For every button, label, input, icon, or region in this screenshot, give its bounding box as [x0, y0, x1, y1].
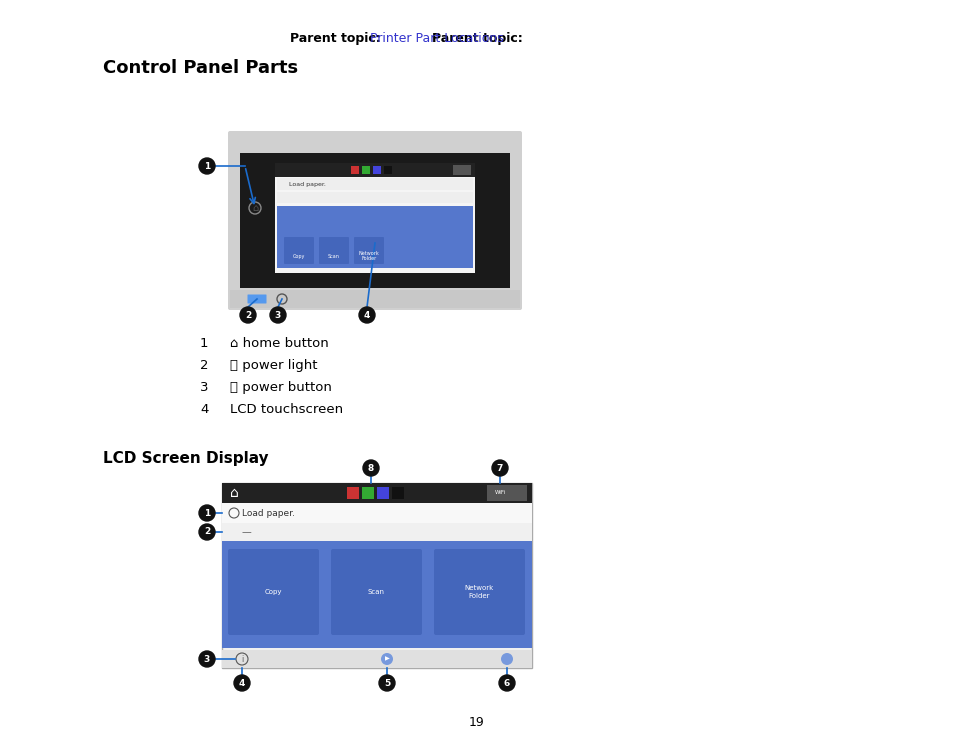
Text: ⌂ home button: ⌂ home button	[230, 337, 329, 350]
Text: 2: 2	[204, 528, 210, 537]
FancyBboxPatch shape	[453, 165, 471, 175]
Text: WiFi: WiFi	[494, 491, 505, 495]
Text: Load paper.: Load paper.	[289, 182, 326, 187]
Text: Control Panel Parts: Control Panel Parts	[103, 59, 297, 77]
Text: 3: 3	[204, 655, 210, 663]
Text: 4: 4	[200, 402, 208, 415]
Text: LCD Screen Display: LCD Screen Display	[103, 450, 269, 466]
FancyBboxPatch shape	[361, 487, 374, 499]
Circle shape	[270, 307, 286, 323]
Text: ⏻ power button: ⏻ power button	[230, 381, 332, 393]
FancyBboxPatch shape	[222, 650, 532, 668]
FancyBboxPatch shape	[361, 166, 370, 174]
FancyBboxPatch shape	[276, 192, 473, 203]
FancyBboxPatch shape	[274, 163, 475, 177]
Circle shape	[380, 653, 393, 665]
Circle shape	[358, 307, 375, 323]
FancyBboxPatch shape	[354, 237, 384, 264]
Text: Parent topic:: Parent topic:	[431, 32, 522, 44]
Text: ⌂: ⌂	[252, 203, 258, 213]
Circle shape	[199, 158, 214, 174]
Circle shape	[378, 675, 395, 691]
Circle shape	[492, 460, 507, 476]
FancyBboxPatch shape	[276, 178, 473, 190]
FancyBboxPatch shape	[222, 523, 532, 541]
FancyBboxPatch shape	[247, 294, 266, 303]
Text: 19: 19	[469, 717, 484, 729]
FancyBboxPatch shape	[228, 549, 318, 635]
FancyBboxPatch shape	[240, 153, 510, 288]
Text: 1: 1	[204, 162, 210, 170]
Text: 4: 4	[238, 678, 245, 688]
FancyBboxPatch shape	[384, 166, 392, 174]
FancyBboxPatch shape	[228, 131, 521, 310]
FancyBboxPatch shape	[486, 485, 526, 501]
Text: 3: 3	[274, 311, 281, 320]
Text: Network
Folder: Network Folder	[464, 585, 493, 599]
FancyBboxPatch shape	[434, 549, 524, 635]
FancyBboxPatch shape	[392, 487, 403, 499]
FancyBboxPatch shape	[222, 541, 532, 648]
Text: 5: 5	[383, 678, 390, 688]
Text: ⌂: ⌂	[230, 486, 238, 500]
Text: Parent topic:: Parent topic:	[290, 32, 380, 44]
FancyBboxPatch shape	[276, 206, 473, 268]
Circle shape	[233, 675, 250, 691]
Circle shape	[199, 524, 214, 540]
FancyBboxPatch shape	[230, 290, 519, 308]
Text: 2: 2	[200, 359, 209, 371]
Text: 8: 8	[368, 463, 374, 472]
Text: 3: 3	[200, 381, 209, 393]
Text: ⏻ power light: ⏻ power light	[230, 359, 317, 371]
Text: Scan: Scan	[328, 253, 339, 258]
Text: Scan: Scan	[367, 589, 384, 595]
FancyBboxPatch shape	[274, 163, 475, 273]
Text: 1: 1	[204, 508, 210, 517]
Text: —: —	[242, 527, 252, 537]
Text: ▶: ▶	[384, 657, 389, 661]
Text: 7: 7	[497, 463, 502, 472]
Text: Network
Folder: Network Folder	[358, 251, 379, 261]
FancyBboxPatch shape	[351, 166, 358, 174]
FancyBboxPatch shape	[376, 487, 389, 499]
FancyBboxPatch shape	[347, 487, 358, 499]
Circle shape	[500, 653, 513, 665]
Circle shape	[498, 675, 515, 691]
FancyBboxPatch shape	[331, 549, 421, 635]
Text: Copy: Copy	[264, 589, 281, 595]
Text: i: i	[240, 655, 243, 663]
Text: 1: 1	[200, 337, 209, 350]
Text: LCD touchscreen: LCD touchscreen	[230, 402, 343, 415]
Text: 6: 6	[503, 678, 510, 688]
Text: Load paper.: Load paper.	[242, 508, 294, 517]
FancyBboxPatch shape	[222, 483, 532, 503]
Text: Copy: Copy	[293, 253, 305, 258]
FancyBboxPatch shape	[373, 166, 380, 174]
FancyBboxPatch shape	[284, 237, 314, 264]
FancyBboxPatch shape	[318, 237, 349, 264]
Text: 4: 4	[363, 311, 370, 320]
Circle shape	[199, 651, 214, 667]
Circle shape	[199, 505, 214, 521]
FancyBboxPatch shape	[222, 503, 532, 523]
FancyBboxPatch shape	[222, 483, 532, 668]
Circle shape	[363, 460, 378, 476]
Circle shape	[240, 307, 255, 323]
Text: Printer Part Locations: Printer Part Locations	[370, 32, 503, 44]
Text: 2: 2	[245, 311, 251, 320]
